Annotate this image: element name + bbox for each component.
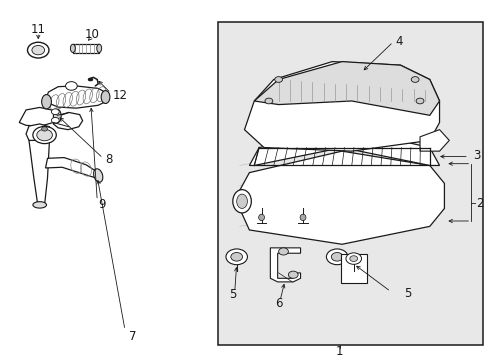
Polygon shape [19,107,57,126]
FancyBboxPatch shape [340,254,366,283]
Text: 2: 2 [476,197,483,210]
Text: 11: 11 [31,23,46,36]
Polygon shape [73,44,99,53]
Circle shape [33,126,56,144]
Polygon shape [29,140,49,205]
Ellipse shape [236,194,247,208]
Polygon shape [419,130,448,151]
Ellipse shape [70,44,75,53]
Polygon shape [44,86,107,108]
Circle shape [65,82,77,90]
Circle shape [27,42,49,58]
Ellipse shape [53,109,61,123]
Polygon shape [239,151,444,244]
Ellipse shape [300,214,305,221]
Text: 4: 4 [395,35,402,48]
Text: 5: 5 [404,287,411,300]
Circle shape [274,77,282,82]
FancyBboxPatch shape [217,22,483,345]
Polygon shape [26,124,51,143]
Text: 3: 3 [472,149,479,162]
Ellipse shape [101,91,110,104]
Circle shape [230,252,242,261]
Circle shape [32,45,44,55]
Polygon shape [53,112,82,130]
Ellipse shape [41,95,51,109]
Text: 9: 9 [98,198,105,211]
Ellipse shape [33,202,46,208]
Circle shape [264,98,272,104]
Polygon shape [254,62,439,115]
Circle shape [51,109,59,114]
Circle shape [41,127,47,131]
Polygon shape [244,62,439,151]
Polygon shape [45,158,98,178]
Circle shape [330,252,342,261]
Text: 5: 5 [229,288,237,301]
Circle shape [225,249,247,265]
Text: 10: 10 [85,28,100,41]
Text: 8: 8 [105,153,113,166]
Polygon shape [249,130,439,166]
Text: 7: 7 [129,330,136,343]
Circle shape [37,129,52,141]
Polygon shape [270,248,300,282]
Ellipse shape [97,44,102,53]
Text: 1: 1 [335,345,343,357]
Circle shape [51,117,59,123]
Circle shape [288,271,298,278]
Circle shape [326,249,347,265]
Ellipse shape [93,169,102,182]
Circle shape [410,77,418,82]
Text: 6: 6 [274,297,282,310]
Circle shape [349,256,357,261]
Text: 12: 12 [113,89,127,102]
Ellipse shape [258,214,264,221]
Circle shape [345,253,361,264]
Circle shape [278,248,288,255]
Ellipse shape [232,190,251,213]
Circle shape [415,98,423,104]
